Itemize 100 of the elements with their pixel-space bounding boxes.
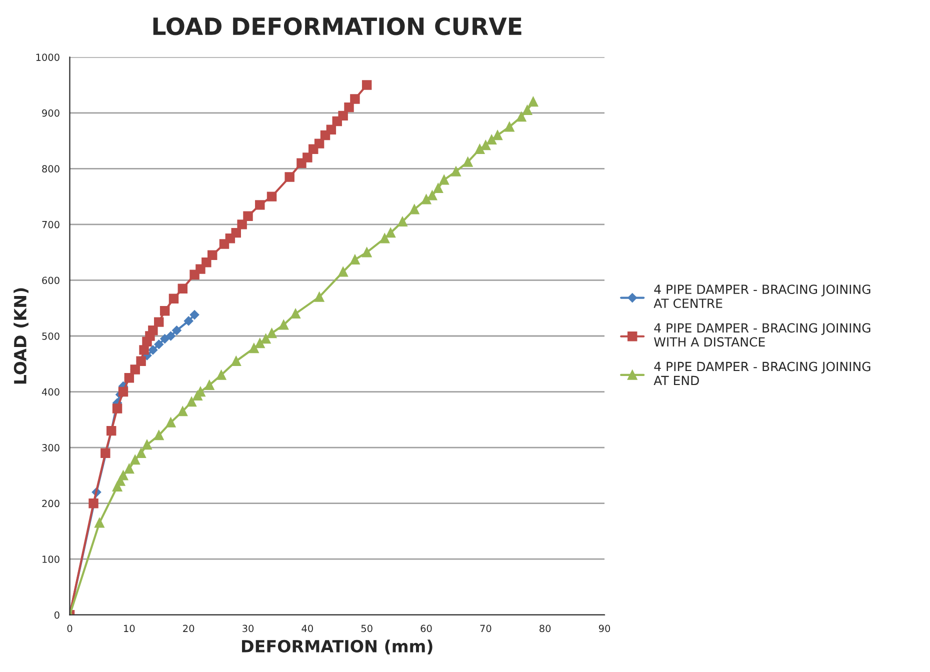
point — [237, 220, 247, 230]
point — [410, 204, 420, 214]
x-tick-label: 90 — [598, 624, 610, 632]
x-tick-label: 70 — [480, 624, 492, 632]
x-tick-label: 80 — [540, 624, 551, 632]
point — [139, 345, 149, 355]
point — [94, 518, 104, 528]
point — [439, 174, 449, 185]
point — [278, 320, 289, 330]
point — [314, 292, 324, 302]
point — [160, 334, 170, 344]
x-tick-label: 50 — [361, 624, 372, 632]
y-tick-label: 800 — [42, 165, 60, 173]
point — [516, 112, 526, 122]
point — [154, 317, 164, 327]
x-tick-label: 30 — [242, 624, 254, 632]
point — [427, 190, 438, 200]
point — [421, 194, 432, 204]
y-tick-label: 200 — [42, 500, 60, 508]
y-tick-label: 0 — [54, 611, 60, 619]
point — [451, 166, 461, 176]
point — [136, 448, 146, 458]
point — [186, 396, 196, 407]
point — [231, 356, 241, 366]
y-tick-label: 900 — [42, 109, 60, 117]
point — [474, 144, 485, 154]
y-tick-label: 1000 — [36, 54, 60, 61]
point — [266, 328, 277, 338]
point — [255, 338, 265, 348]
point — [326, 124, 336, 134]
point — [202, 258, 212, 268]
y-tick-label: 700 — [42, 220, 60, 228]
x-tick-label: 40 — [302, 624, 313, 632]
point — [243, 211, 253, 221]
y-tick-label: 600 — [42, 276, 60, 284]
legend-label: 4 PIPE DAMPER - BRACING JOINING AT END — [654, 362, 870, 386]
point — [344, 102, 354, 112]
point — [184, 316, 194, 326]
point — [249, 343, 259, 354]
point — [112, 404, 122, 414]
y-tick-label: 500 — [42, 332, 60, 340]
point — [166, 331, 176, 341]
point — [118, 470, 128, 480]
point — [350, 94, 360, 104]
point — [284, 172, 294, 182]
point — [148, 345, 158, 355]
point — [338, 110, 348, 121]
point — [196, 264, 206, 274]
point — [142, 440, 152, 450]
point — [216, 370, 226, 380]
point — [480, 140, 491, 150]
point — [260, 334, 271, 344]
point — [160, 306, 170, 316]
point — [302, 152, 312, 162]
point — [362, 80, 372, 90]
x-tick-label: 60 — [420, 624, 432, 632]
point — [124, 464, 134, 474]
point — [255, 200, 265, 210]
point — [154, 430, 164, 440]
y-tick-label: 400 — [42, 388, 60, 396]
y-tick-label: 100 — [42, 556, 60, 563]
point — [190, 310, 200, 320]
point — [178, 284, 188, 294]
point — [130, 454, 140, 465]
chart-title: LOAD DEFORMATION CURVE — [153, 17, 522, 36]
point — [290, 308, 300, 319]
x-tick-label: 0 — [67, 624, 72, 632]
point — [504, 122, 514, 132]
point — [433, 183, 443, 194]
y-tick-label: 300 — [42, 444, 60, 452]
point — [362, 247, 372, 258]
point — [314, 138, 324, 148]
point — [168, 294, 179, 304]
point — [380, 234, 390, 244]
point — [522, 105, 532, 115]
point — [492, 130, 502, 140]
point — [386, 228, 396, 238]
point — [166, 418, 176, 428]
point — [398, 216, 408, 227]
x-tick-label: 10 — [124, 624, 135, 632]
point — [100, 448, 110, 458]
point — [118, 386, 128, 397]
point — [338, 266, 348, 277]
point — [88, 498, 98, 508]
point — [178, 406, 188, 416]
x-axis-title: DEFORMATION (mm) — [242, 640, 432, 654]
point — [148, 326, 158, 336]
point — [266, 192, 277, 202]
point — [231, 228, 241, 238]
x-tick-label: 20 — [183, 624, 194, 632]
point — [350, 254, 360, 264]
point — [154, 340, 164, 349]
point — [172, 326, 182, 336]
point — [204, 380, 214, 390]
point — [462, 157, 473, 167]
y-axis-title: LOAD (KN) — [14, 288, 28, 384]
point — [528, 96, 538, 107]
point — [486, 134, 496, 145]
legend-label: 4 PIPE DAMPER - BRACING JOINING AT CENTRE — [654, 284, 870, 308]
point — [207, 250, 218, 260]
